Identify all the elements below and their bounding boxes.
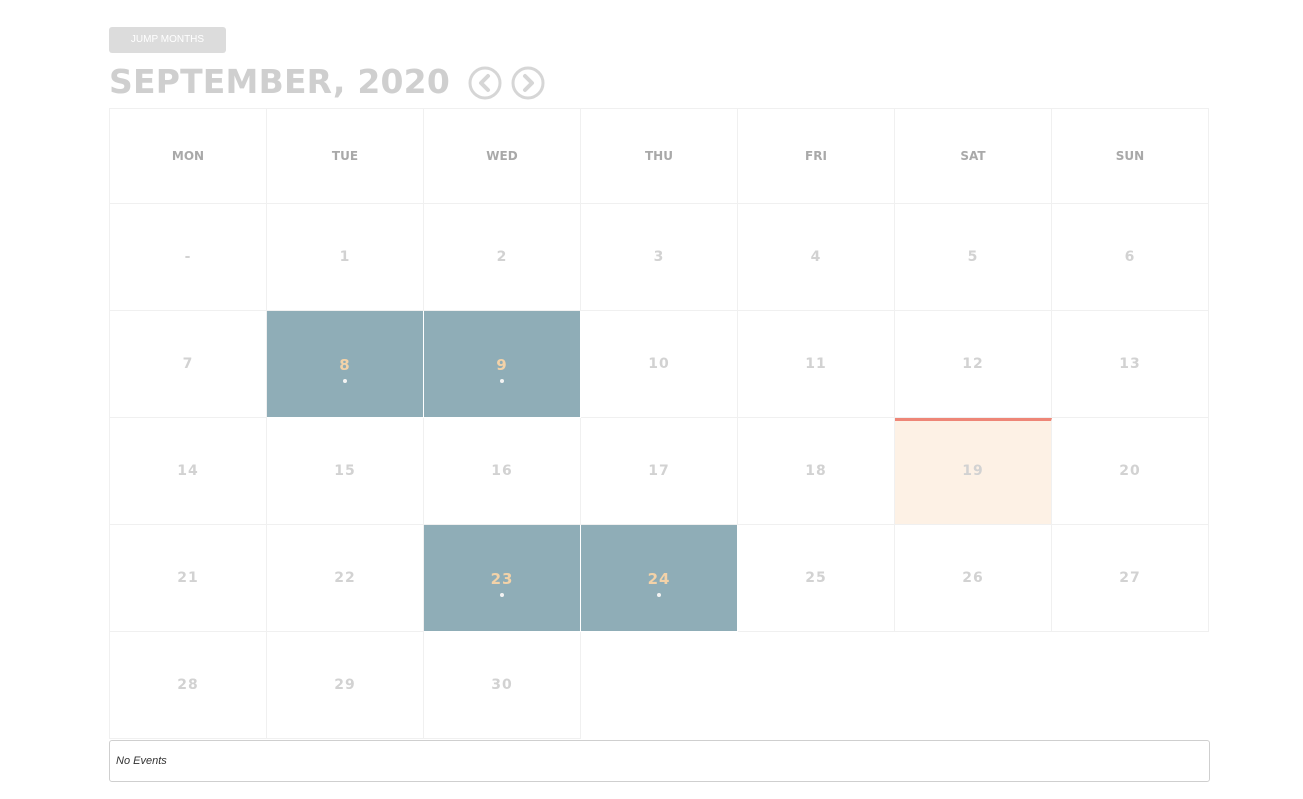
- day-cell-25[interactable]: 25: [738, 525, 895, 632]
- day-cell-15[interactable]: 15: [267, 418, 424, 525]
- event-indicator-dot: [500, 593, 504, 597]
- day-number: 29: [334, 677, 356, 693]
- day-cell-11[interactable]: 11: [738, 311, 895, 418]
- day-cell-17[interactable]: 17: [581, 418, 738, 525]
- day-cell-16[interactable]: 16: [424, 418, 581, 525]
- day-number: 26: [962, 570, 984, 586]
- day-cell-3[interactable]: 3: [581, 204, 738, 311]
- empty-day-cell: [738, 632, 895, 739]
- weekday-header-thu: THU: [581, 108, 738, 204]
- day-number: 9: [496, 356, 508, 374]
- day-number: 12: [962, 356, 984, 372]
- next-month-button[interactable]: [510, 65, 546, 101]
- weekday-label: SAT: [960, 149, 986, 163]
- day-cell-8[interactable]: 8: [267, 311, 424, 418]
- day-number: 18: [805, 463, 827, 479]
- day-number: 28: [177, 677, 199, 693]
- day-cell-30[interactable]: 30: [424, 632, 581, 739]
- weekday-header-mon: MON: [109, 108, 267, 204]
- day-number: 1: [339, 249, 351, 265]
- day-cell-28[interactable]: 28: [109, 632, 267, 739]
- day-number: 25: [805, 570, 827, 586]
- day-number: 17: [648, 463, 670, 479]
- day-number: 7: [182, 356, 194, 372]
- previous-month-button[interactable]: [467, 65, 503, 101]
- day-number: 5: [967, 249, 979, 265]
- weekday-header-wed: WED: [424, 108, 581, 204]
- day-number: 20: [1119, 463, 1141, 479]
- day-number: 22: [334, 570, 356, 586]
- chevron-left-icon: [468, 66, 502, 100]
- day-cell-23[interactable]: 23: [424, 525, 581, 632]
- month-title: SEPTEMBER, 2020: [109, 62, 450, 101]
- jump-months-button[interactable]: JUMP MONTHS: [109, 27, 226, 53]
- empty-day-cell: [581, 632, 738, 739]
- weekday-label: THU: [645, 149, 673, 163]
- day-cell-13[interactable]: 13: [1052, 311, 1209, 418]
- day-cell-7[interactable]: 7: [109, 311, 267, 418]
- day-cell-26[interactable]: 26: [895, 525, 1052, 632]
- day-number: 13: [1119, 356, 1141, 372]
- day-number: 15: [334, 463, 356, 479]
- day-number: 10: [648, 356, 670, 372]
- day-cell-4[interactable]: 4: [738, 204, 895, 311]
- day-cell-21[interactable]: 21: [109, 525, 267, 632]
- day-cell-10[interactable]: 10: [581, 311, 738, 418]
- weekday-label: SUN: [1115, 149, 1145, 163]
- calendar-grid: MON TUE WED THU FRI SAT SUN -1 2 3 4 5 6 7 8 9 10 11 12 13 1…: [109, 108, 1209, 740]
- empty-day-cell: [1052, 632, 1209, 739]
- events-panel: No Events: [109, 740, 1210, 782]
- day-cell-27[interactable]: 27: [1052, 525, 1209, 632]
- day-cell-placeholder: -: [109, 204, 267, 311]
- day-cell-2[interactable]: 2: [424, 204, 581, 311]
- weekday-header-tue: TUE: [267, 108, 424, 204]
- weekday-header-fri: FRI: [738, 108, 895, 204]
- day-cell-22[interactable]: 22: [267, 525, 424, 632]
- weekday-label: MON: [171, 149, 205, 163]
- day-number: 8: [339, 356, 351, 374]
- day-cell-14[interactable]: 14: [109, 418, 267, 525]
- empty-day-cell: [895, 632, 1052, 739]
- day-number: 2: [496, 249, 508, 265]
- day-number: 23: [490, 570, 514, 588]
- day-cell-20[interactable]: 20: [1052, 418, 1209, 525]
- day-number: 14: [177, 463, 199, 479]
- day-number: 6: [1124, 249, 1136, 265]
- day-cell-6[interactable]: 6: [1052, 204, 1209, 311]
- day-cell-18[interactable]: 18: [738, 418, 895, 525]
- day-cell-19[interactable]: 19: [895, 418, 1052, 525]
- event-indicator-dot: [500, 379, 504, 383]
- day-number: 3: [653, 249, 665, 265]
- day-cell-29[interactable]: 29: [267, 632, 424, 739]
- weekday-header-sat: SAT: [895, 108, 1052, 204]
- day-number: 19: [962, 463, 984, 479]
- day-cell-1[interactable]: 1: [267, 204, 424, 311]
- day-number: 21: [177, 570, 199, 586]
- weekday-header-sun: SUN: [1052, 108, 1209, 204]
- day-cell-24[interactable]: 24: [581, 525, 738, 632]
- day-number: 4: [810, 249, 822, 265]
- chevron-right-icon: [511, 66, 545, 100]
- day-number: 30: [491, 677, 513, 693]
- weekday-label: WED: [486, 149, 518, 163]
- day-number: 24: [647, 570, 671, 588]
- weekday-label: TUE: [331, 149, 359, 163]
- day-number: 16: [491, 463, 513, 479]
- day-number: -: [184, 249, 192, 265]
- event-indicator-dot: [343, 379, 347, 383]
- event-indicator-dot: [657, 593, 661, 597]
- day-number: 11: [805, 356, 827, 372]
- day-number: 27: [1119, 570, 1141, 586]
- day-cell-9[interactable]: 9: [424, 311, 581, 418]
- day-cell-12[interactable]: 12: [895, 311, 1052, 418]
- day-cell-5[interactable]: 5: [895, 204, 1052, 311]
- weekday-label: FRI: [805, 149, 827, 163]
